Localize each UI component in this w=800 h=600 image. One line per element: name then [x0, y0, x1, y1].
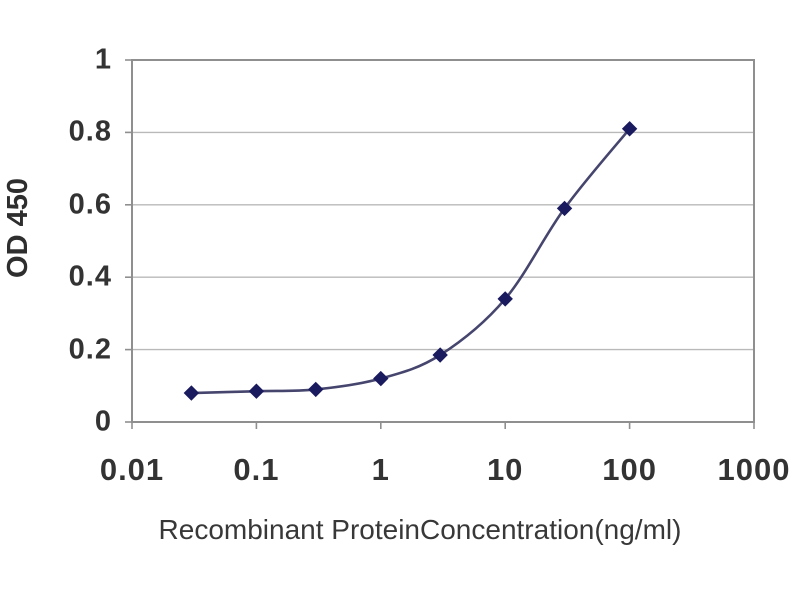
data-point-marker-10	[497, 291, 513, 307]
x-tick-label-10: 10	[486, 452, 524, 487]
data-point-marker-1	[373, 370, 389, 387]
data-point-marker-100	[621, 121, 638, 137]
data-line	[191, 127, 631, 395]
y-tick-label-0.4: 0.4	[68, 260, 112, 293]
x-axis-title: Recombinant ProteinConcentration(ng/ml)	[158, 514, 682, 545]
data-point-marker-0.1	[248, 383, 265, 399]
y-tick-label-0.2: 0.2	[68, 333, 112, 366]
plot-border	[131, 59, 755, 423]
y-tick-label-0.8: 0.8	[68, 115, 112, 148]
x-tick-label-1000: 1000	[717, 452, 791, 487]
x-tick-label-100: 100	[602, 452, 657, 487]
data-point-marker-30	[556, 200, 573, 217]
y-tick-label-0: 0	[94, 405, 112, 438]
y-tick-label-1: 1	[94, 43, 112, 76]
data-point-marker-3	[432, 347, 448, 363]
x-tick-label-0.1: 0.1	[233, 452, 280, 487]
x-tick-label-0.01: 0.01	[99, 452, 165, 487]
data-point-marker-0.3	[308, 381, 324, 398]
y-axis-title: OD 450	[2, 178, 34, 278]
data-point-marker-0.03	[183, 385, 200, 401]
x-tick-label-1: 1	[371, 452, 390, 487]
y-tick-label-0.6: 0.6	[68, 188, 112, 221]
